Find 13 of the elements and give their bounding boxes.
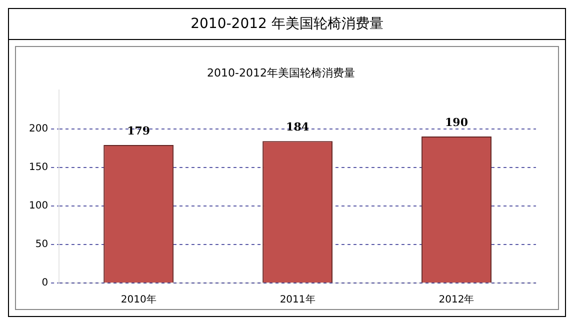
x-tick-label: 2010年 (120, 294, 156, 306)
y-tick-label: 50 (35, 239, 48, 250)
chart-title: 2010-2012 年美国轮椅消费量 (9, 9, 565, 40)
data-label: 184 (286, 120, 310, 134)
y-tick-label: 100 (28, 200, 48, 212)
chart-subtitle: 2010-2012年美国轮椅消费量 (207, 66, 355, 80)
y-tick-label: 200 (28, 123, 48, 134)
x-tick-label: 2011年 (280, 294, 316, 306)
y-tick-label: 150 (28, 162, 48, 173)
data-label: 179 (127, 124, 150, 138)
y-tick-label: 0 (42, 278, 48, 289)
data-label: 190 (445, 116, 468, 129)
x-tick-label: 2012年 (438, 294, 474, 306)
